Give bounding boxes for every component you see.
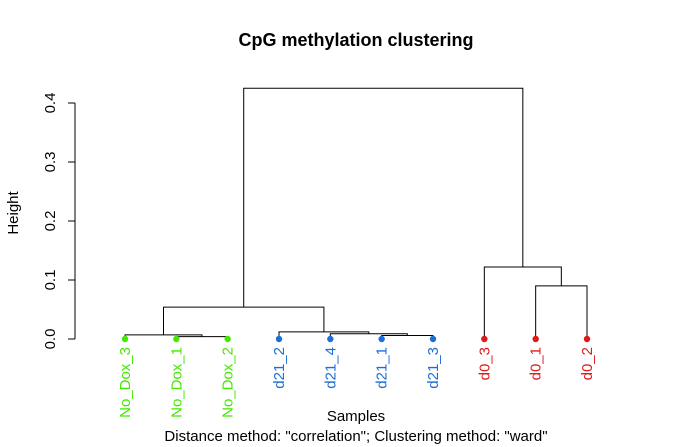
y-tick-label: 0.3	[42, 152, 59, 173]
leaf-label: No_Dox_2	[220, 347, 237, 418]
y-tick-label: 0.4	[42, 93, 59, 114]
method-caption: Distance method: "correlation"; Clusteri…	[164, 428, 547, 445]
leaf-label: d21_4	[322, 347, 339, 389]
leaf-point	[481, 335, 488, 343]
dendrogram-branch	[381, 334, 434, 339]
leaf-label: d0_2	[579, 347, 596, 380]
y-tick-label: 0.1	[42, 270, 59, 291]
leaf-markers	[121, 335, 591, 343]
y-axis-label: Height	[5, 190, 22, 234]
dendrogram-branch	[483, 266, 562, 339]
leaf-point	[173, 335, 180, 343]
dendrogram-branch	[175, 336, 229, 339]
dendrogram-branch	[163, 306, 325, 335]
y-tick-label: 0.0	[42, 329, 59, 350]
dendrogram-branch	[329, 333, 408, 339]
leaf-point	[327, 335, 334, 343]
dendrogram-tree	[124, 87, 588, 339]
y-axis: 0.0 0.1 0.2 0.3 0.4	[42, 93, 76, 350]
leaf-label: d0_3	[476, 347, 493, 380]
leaf-point	[121, 335, 129, 343]
leaf-point	[429, 335, 437, 343]
chart-title: CpG methylation clustering	[238, 30, 473, 50]
leaf-point	[532, 335, 539, 343]
leaf-point	[275, 335, 283, 343]
leaf-point	[378, 335, 385, 343]
leaf-label: d21_1	[374, 347, 391, 389]
dendrogram-branch	[535, 285, 588, 339]
leaf-label: d0_1	[528, 347, 545, 380]
x-axis-label: Samples	[327, 408, 385, 425]
leaf-label: No_Dox_1	[168, 347, 185, 418]
dendrogram-branch	[278, 331, 370, 339]
dendrogram-branch	[243, 87, 524, 308]
leaf-point	[583, 335, 591, 343]
leaf-point	[224, 335, 231, 343]
y-tick-label: 0.2	[42, 211, 59, 232]
leaf-label: d21_3	[425, 347, 442, 389]
leaf-labels: No_Dox_3 No_Dox_1 No_Dox_2 d21_2 d21_4 d21_1 d…	[117, 347, 596, 418]
leaf-label: No_Dox_3	[117, 347, 134, 418]
leaf-label: d21_2	[271, 347, 288, 389]
